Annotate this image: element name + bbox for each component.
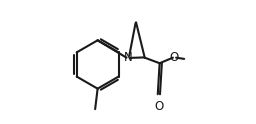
Text: O: O	[170, 51, 179, 64]
Text: O: O	[154, 100, 164, 113]
Text: N: N	[124, 51, 132, 64]
